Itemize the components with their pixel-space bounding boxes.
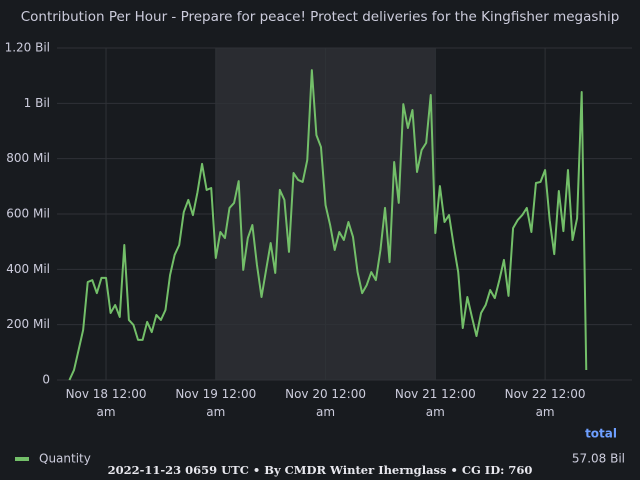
chart-title: Contribution Per Hour - Prepare for peac… (21, 9, 620, 25)
legend-total: 57.08 Bil (572, 452, 625, 466)
y-tick-label: 800 Mil (6, 151, 50, 165)
y-tick-label: 1.20 Bil (5, 41, 50, 55)
legend-label: Quantity (39, 452, 91, 466)
legend-header: total (585, 427, 617, 441)
y-tick-label: 200 Mil (6, 317, 50, 331)
data-line (68, 69, 588, 381)
y-tick-label: 0 (42, 373, 50, 387)
y-tick-label: 1 Bil (24, 96, 50, 110)
x-tick-label: Nov 19 12:00 am (175, 387, 256, 419)
plot-area (57, 47, 632, 381)
y-tick-label: 600 Mil (6, 207, 50, 221)
y-tick-label: 400 Mil (6, 262, 50, 276)
x-tick-label: Nov 20 12:00 am (285, 387, 366, 419)
footer: 2022-11-23 0659 UTC • By CMDR Winter Ihe… (108, 463, 533, 477)
x-tick-label: Nov 22 12:00 am (505, 387, 586, 419)
x-tick-label: Nov 18 12:00 am (66, 387, 147, 419)
x-tick-label: Nov 21 12:00 am (395, 387, 476, 419)
